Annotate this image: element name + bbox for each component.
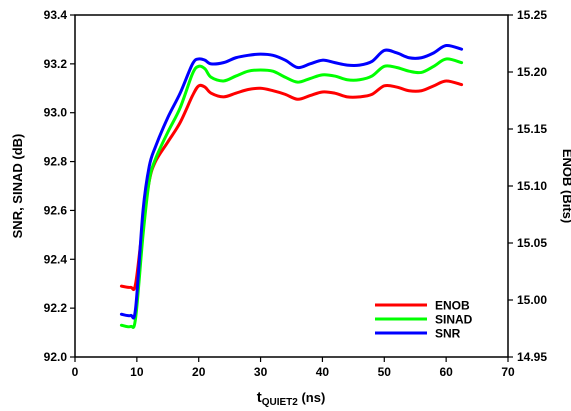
legend-label-snr: SNR	[435, 327, 461, 341]
x-axis: 0 10 20 30 40 50 60 70	[72, 357, 515, 379]
left-y-tick-label: 92.4	[44, 252, 68, 266]
left-y-tick-label: 93.2	[44, 57, 68, 71]
right-y-tick-label: 15.15	[517, 122, 547, 136]
right-y-tick-label: 14.95	[517, 350, 547, 364]
legend-label-enob: ENOB	[435, 299, 470, 313]
right-y-tick-label: 15.10	[517, 179, 547, 193]
right-y-tick-label: 15.00	[517, 293, 547, 307]
left-y-axis-title: SNR, SINAD (dB)	[10, 134, 25, 239]
right-y-axis: 14.95 15.00 15.05 15.10 15.15 15.20 15.25	[508, 8, 547, 364]
left-y-axis: 92.0 92.2 92.4 92.6 92.8 93.0 93.2 93.4	[44, 8, 75, 364]
right-y-tick-label: 15.05	[517, 236, 547, 250]
series-line-sinad	[119, 57, 464, 329]
series-line-snr	[119, 43, 464, 320]
x-tick-label: 30	[254, 365, 268, 379]
left-y-tick-label: 92.6	[44, 203, 68, 217]
x-axis-title: tQUIET2 (ns)	[257, 389, 326, 408]
left-y-tick-label: 92.0	[44, 350, 68, 364]
right-y-tick-label: 15.20	[517, 65, 547, 79]
series-lines	[119, 43, 464, 329]
x-tick-label: 60	[439, 365, 453, 379]
x-tick-label: 50	[378, 365, 392, 379]
left-y-tick-label: 92.2	[44, 301, 68, 315]
left-y-tick-label: 92.8	[44, 155, 68, 169]
x-tick-label: 40	[316, 365, 330, 379]
x-tick-label: 0	[72, 365, 79, 379]
right-y-tick-label: 15.25	[517, 8, 547, 22]
x-tick-label: 70	[501, 365, 515, 379]
left-y-tick-label: 93.4	[44, 8, 68, 22]
left-y-tick-label: 93.0	[44, 106, 68, 120]
x-tick-label: 10	[130, 365, 144, 379]
right-y-axis-title: ENOB (Bits)	[560, 149, 571, 223]
legend-label-sinad: SINAD	[435, 313, 473, 327]
x-tick-label: 20	[192, 365, 206, 379]
